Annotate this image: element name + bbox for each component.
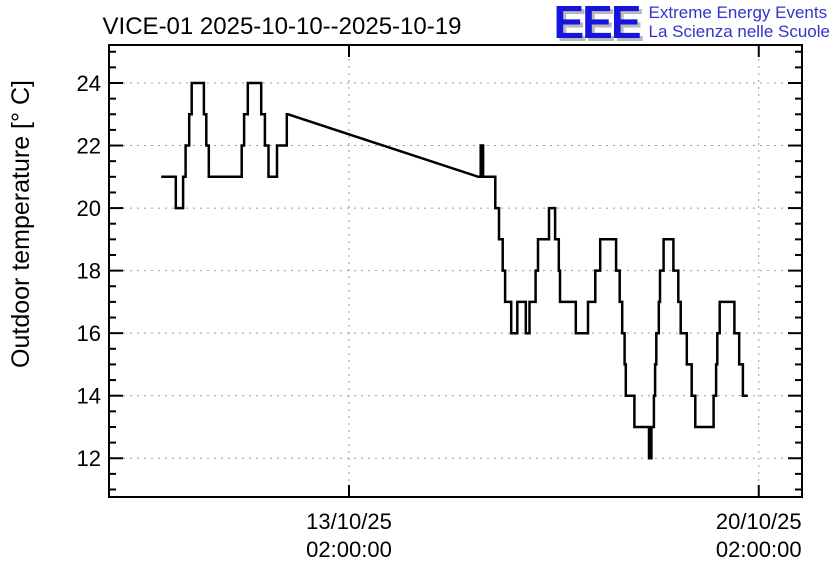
y-tick-label: 14 — [77, 384, 101, 409]
eee-logo-text: Extreme Energy Events La Scienza nelle S… — [649, 1, 830, 41]
y-tick-label: 16 — [77, 321, 101, 346]
y-tick-label: 24 — [77, 71, 101, 96]
y-tick-label: 22 — [77, 134, 101, 159]
x-tick-label-date: 13/10/25 — [306, 509, 392, 534]
x-tick-label-date: 20/10/25 — [716, 509, 802, 534]
eee-logo-letters: EEE — [553, 0, 641, 48]
eee-logo: EEE Extreme Energy Events La Scienza nel… — [553, 0, 830, 48]
eee-logo-line1: Extreme Energy Events — [648, 3, 828, 22]
axis-labels: 12 14 16 18 20 22 24 13/10/25 02:00:00 20/10/25 02… — [77, 71, 802, 562]
eee-logo-line2: La Scienza nelle Scuole — [648, 22, 830, 41]
temperature-step-line — [161, 81, 748, 460]
y-axis-label: Outdoor temperature [° C] — [7, 80, 35, 368]
x-tick-label-time: 02:00:00 — [306, 537, 392, 562]
y-tick-label: 12 — [77, 446, 101, 471]
y-tick-label: 20 — [77, 196, 101, 221]
y-tick-label: 18 — [77, 259, 101, 284]
grid-lines — [109, 45, 802, 497]
data-series — [161, 81, 748, 460]
axis-ticks — [109, 45, 802, 497]
chart-title: VICE-01 2025-10-10--2025-10-19 — [103, 13, 462, 40]
x-tick-label-time: 02:00:00 — [716, 537, 802, 562]
